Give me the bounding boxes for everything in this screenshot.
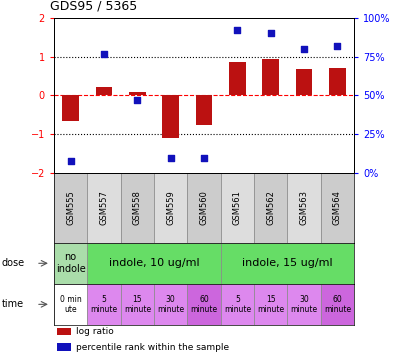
Text: 15
minute: 15 minute xyxy=(124,295,151,314)
Bar xyxy=(96,87,112,95)
Bar xyxy=(287,284,321,325)
Bar xyxy=(121,173,154,243)
Bar xyxy=(296,69,312,95)
Bar xyxy=(221,173,254,243)
Bar xyxy=(229,62,246,95)
Point xyxy=(68,158,74,164)
Text: indole, 10 ug/ml: indole, 10 ug/ml xyxy=(109,258,199,268)
Text: 60
minute: 60 minute xyxy=(190,295,218,314)
Text: 30
minute: 30 minute xyxy=(157,295,184,314)
Point xyxy=(201,155,207,161)
Bar xyxy=(154,284,187,325)
Bar xyxy=(129,92,146,95)
Text: GSM560: GSM560 xyxy=(200,191,208,225)
Bar xyxy=(87,243,221,284)
Bar xyxy=(254,173,287,243)
Bar xyxy=(221,243,354,284)
Point xyxy=(168,155,174,161)
Bar xyxy=(329,67,346,95)
Text: time: time xyxy=(2,299,24,310)
Text: no
indole: no indole xyxy=(56,252,86,274)
Text: dose: dose xyxy=(2,258,25,268)
Bar xyxy=(121,284,154,325)
Text: GSM558: GSM558 xyxy=(133,191,142,225)
Text: GSM555: GSM555 xyxy=(66,191,75,225)
Bar xyxy=(187,284,221,325)
Bar xyxy=(221,284,254,325)
Text: GSM559: GSM559 xyxy=(166,191,175,225)
Point xyxy=(234,27,240,33)
Bar xyxy=(162,95,179,138)
Point xyxy=(268,31,274,36)
Point xyxy=(101,51,107,56)
Bar xyxy=(57,343,70,351)
Text: 30
minute: 30 minute xyxy=(290,295,318,314)
Bar xyxy=(254,284,287,325)
Bar xyxy=(262,59,279,95)
Bar xyxy=(321,284,354,325)
Text: 60
minute: 60 minute xyxy=(324,295,351,314)
Text: percentile rank within the sample: percentile rank within the sample xyxy=(76,343,230,352)
Bar xyxy=(187,173,221,243)
Text: GSM561: GSM561 xyxy=(233,191,242,225)
Text: GSM563: GSM563 xyxy=(300,190,308,226)
Point xyxy=(334,43,340,49)
Bar xyxy=(287,173,321,243)
Bar xyxy=(321,173,354,243)
Bar xyxy=(57,328,70,336)
Text: GSM557: GSM557 xyxy=(100,191,108,225)
Text: indole, 15 ug/ml: indole, 15 ug/ml xyxy=(242,258,333,268)
Text: 0 min
ute: 0 min ute xyxy=(60,295,82,314)
Text: GSM564: GSM564 xyxy=(333,191,342,225)
Text: GSM562: GSM562 xyxy=(266,191,275,225)
Bar xyxy=(54,284,87,325)
Bar xyxy=(87,284,121,325)
Text: 5
minute: 5 minute xyxy=(90,295,118,314)
Text: log ratio: log ratio xyxy=(76,327,114,336)
Text: 5
minute: 5 minute xyxy=(224,295,251,314)
Bar xyxy=(54,243,87,284)
Text: 15
minute: 15 minute xyxy=(257,295,284,314)
Point xyxy=(134,97,140,103)
Bar xyxy=(62,95,79,121)
Bar xyxy=(54,173,87,243)
Bar xyxy=(87,173,121,243)
Bar xyxy=(154,173,187,243)
Bar xyxy=(196,95,212,125)
Point xyxy=(301,46,307,52)
Text: GDS95 / 5365: GDS95 / 5365 xyxy=(50,0,137,12)
